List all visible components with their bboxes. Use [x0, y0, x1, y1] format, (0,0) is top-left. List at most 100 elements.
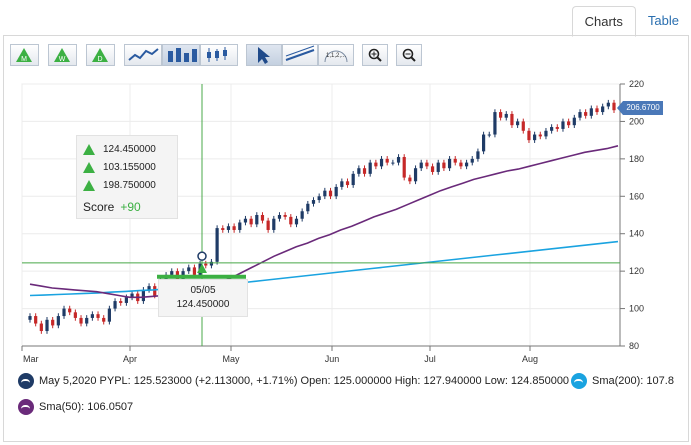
sma50-line: [29, 145, 619, 299]
fibonacci-icon: [324, 50, 348, 63]
month-indicator-button[interactable]: M: [10, 44, 39, 66]
line-chart-icon: [128, 48, 159, 61]
candle-body: [130, 293, 134, 298]
candle-body: [578, 112, 582, 118]
pointer-tool-button[interactable]: [246, 44, 282, 66]
candle-body: [595, 108, 599, 113]
signal-tooltip: 124.450000 103.155000 198.750000 Score +9…: [76, 135, 178, 219]
month-indicator-icon: [16, 48, 32, 62]
candle-body: [516, 121, 520, 126]
candle-body: [584, 112, 588, 116]
price-series-icon[interactable]: [18, 373, 34, 389]
candle-body: [550, 127, 554, 131]
legend-main: May 5,2020 PYPL: 125.523000 (+2.113000, …: [18, 373, 569, 389]
candle-body: [39, 323, 43, 332]
candle-body: [34, 316, 38, 324]
y-tick-label: 120: [629, 266, 644, 276]
candle-body: [476, 151, 480, 159]
x-tick-label: Jun: [325, 354, 340, 364]
candle-body: [589, 108, 593, 116]
candle-body: [453, 158, 457, 163]
legend-sma200-text: Sma(200): 107.8: [592, 375, 674, 387]
candle-body: [62, 308, 66, 317]
legend-sma50: Sma(50): 106.0507: [18, 399, 133, 415]
candle-body: [141, 289, 145, 302]
zoom-out-button[interactable]: [396, 44, 422, 66]
candle-body: [192, 267, 197, 275]
candle-body: [345, 181, 350, 186]
candle-body: [385, 158, 389, 163]
candle-body: [56, 316, 60, 326]
candle-body: [351, 173, 355, 186]
candle-body: [408, 177, 412, 182]
weekly-signal-icon: [83, 162, 95, 173]
candle-body: [379, 158, 384, 167]
candle-body: [413, 168, 418, 182]
candle-body: [113, 301, 117, 309]
x-tick-label: Apr: [123, 354, 137, 364]
y-tick-label: 220: [629, 79, 644, 89]
hover-marker: [197, 251, 207, 261]
candle-body: [487, 134, 491, 136]
candle-body: [187, 267, 191, 272]
candle-body: [147, 286, 151, 290]
tab-table[interactable]: Table: [647, 13, 679, 28]
candle-body: [464, 162, 469, 167]
y-tick-label: 140: [629, 229, 644, 239]
sma200-line: [29, 240, 619, 297]
zoom-in-icon: [368, 48, 382, 62]
y-tick-label: 180: [629, 154, 644, 164]
candle-body: [328, 190, 333, 197]
sma50-series-icon[interactable]: [18, 399, 34, 415]
line-chart-button[interactable]: [124, 44, 162, 66]
zoom-in-button[interactable]: [362, 44, 388, 66]
candle-body: [606, 102, 610, 107]
candle-body: [45, 319, 49, 332]
candle-body: [243, 218, 248, 223]
candle-body: [368, 162, 372, 174]
candle-body: [255, 215, 259, 225]
candle-body: [283, 215, 287, 217]
day-indicator-button[interactable]: D: [86, 44, 115, 66]
tooltip-row-weekly: 103.155000: [83, 162, 156, 173]
ohlc-chart-button[interactable]: [162, 44, 200, 66]
week-glyph: W: [59, 56, 66, 63]
y-tick-label: 160: [629, 191, 644, 201]
candle-body: [311, 200, 316, 204]
trendline-tool-button[interactable]: [282, 44, 318, 66]
candle-body: [538, 134, 542, 137]
candle-body: [170, 271, 174, 275]
candle-body: [544, 130, 548, 137]
day-indicator-icon: [92, 48, 108, 62]
x-tick-label: Jul: [424, 354, 436, 364]
candle-body: [425, 162, 429, 167]
candle-body: [68, 308, 72, 313]
candle-body: [533, 134, 537, 141]
candle-body: [317, 196, 321, 201]
weekly-signal-value: 103.155000: [103, 162, 156, 173]
candle-body: [374, 162, 378, 167]
candle-body: [612, 102, 616, 111]
candle-body: [601, 106, 605, 113]
candle-body: [204, 263, 208, 266]
candlestick-chart-button[interactable]: [200, 44, 238, 66]
score-value: +90: [120, 200, 141, 214]
candle-body: [357, 168, 361, 174]
candle-body: [419, 162, 423, 169]
legend-main-text: May 5,2020 PYPL: 125.523000 (+2.113000, …: [39, 375, 570, 387]
chart-panel: [3, 35, 689, 442]
score: Score +90: [83, 200, 141, 214]
last-price-badge: 206.6700: [617, 101, 663, 115]
tab-charts[interactable]: Charts: [571, 6, 636, 37]
fibonacci-glyph: 1,1,2,...: [326, 53, 346, 59]
sma200-series-icon[interactable]: [571, 373, 587, 389]
candle-body: [215, 228, 219, 262]
candle-body: [226, 226, 231, 230]
score-label: Score: [83, 200, 115, 214]
zoom-out-icon: [402, 48, 416, 62]
candle-body: [493, 112, 497, 135]
y-tick-label: 80: [629, 341, 639, 351]
fibonacci-tool-button[interactable]: 1,1,2,...: [318, 44, 354, 66]
week-indicator-button[interactable]: W: [48, 44, 77, 66]
candle-body: [85, 317, 89, 324]
